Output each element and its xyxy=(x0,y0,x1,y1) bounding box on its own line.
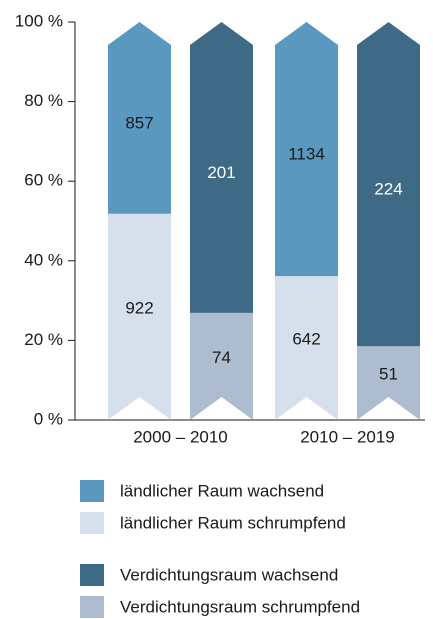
bar-segment xyxy=(190,22,253,313)
legend-label: ländlicher Raum schrumpfend xyxy=(120,513,346,532)
y-tick-label: 20 % xyxy=(24,330,63,349)
value-label: 857 xyxy=(125,113,153,132)
value-label: 201 xyxy=(207,163,235,182)
value-label: 922 xyxy=(125,298,153,317)
legend-swatch xyxy=(80,596,104,618)
y-tick-label: 0 % xyxy=(34,409,63,428)
y-tick-label: 60 % xyxy=(24,171,63,190)
bar-segment xyxy=(357,22,420,347)
value-label: 1134 xyxy=(288,145,325,164)
legend-label: Verdichtungsraum schrumpfend xyxy=(120,597,360,616)
bar-segment xyxy=(190,312,253,420)
x-tick-label: 2010 – 2019 xyxy=(300,427,395,446)
y-tick-label: 100 % xyxy=(15,11,63,30)
bar-segment xyxy=(275,22,338,277)
legend-swatch xyxy=(80,512,104,534)
x-tick-label: 2000 – 2010 xyxy=(133,427,228,446)
legend-swatch xyxy=(80,564,104,586)
value-label: 224 xyxy=(374,180,402,199)
y-tick-label: 80 % xyxy=(24,91,63,110)
value-label: 51 xyxy=(379,365,398,384)
bar-segment xyxy=(108,213,171,420)
value-label: 642 xyxy=(292,330,320,349)
legend-swatch xyxy=(80,480,104,502)
legend-label: Verdichtungsraum wachsend xyxy=(120,565,338,584)
value-label: 74 xyxy=(212,348,231,367)
bar-segment xyxy=(357,346,420,420)
y-tick-label: 40 % xyxy=(24,250,63,269)
bar-segment xyxy=(108,22,171,214)
bar-segment xyxy=(275,276,338,420)
legend-label: ländlicher Raum wachsend xyxy=(120,481,324,500)
